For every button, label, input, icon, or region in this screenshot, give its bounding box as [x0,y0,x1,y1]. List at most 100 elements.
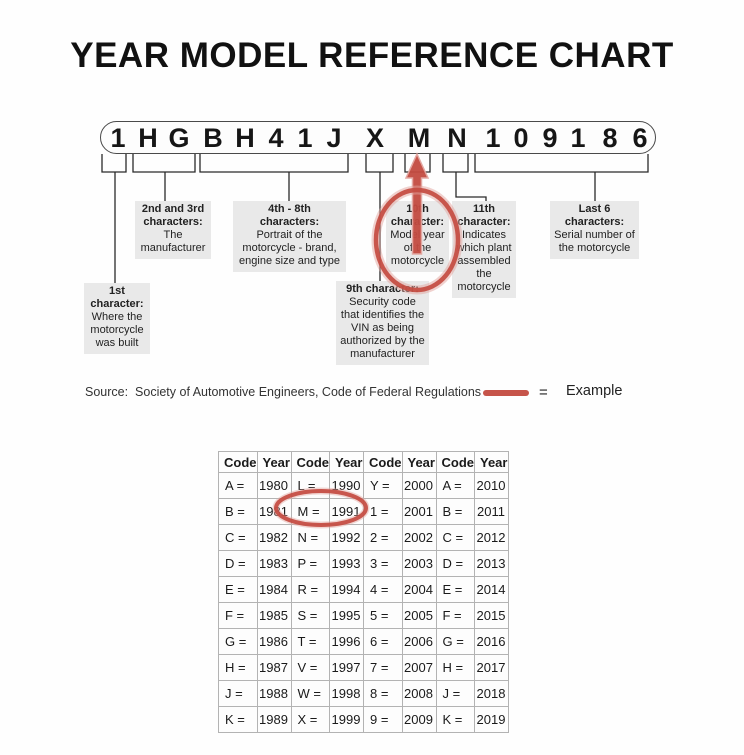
table-row: D = 1983 P = 1993 3 = 2003 D = 2013 [218,550,509,577]
bracket-2nd-3rd-chars [132,154,196,173]
callout-body: Where the motorcycle was built [90,311,144,349]
vin-char-12: 1 [485,123,501,153]
table-row: C = 1982 N = 1992 2 = 2002 C = 2012 [218,524,509,551]
callout-last-6-characters: Last 6 characters: Serial number of the … [550,201,639,259]
source-text: Source: Society of Automotive Engineers,… [85,385,482,399]
table-cell: 2003 [401,550,437,577]
table-cell: G = [435,628,475,655]
table-cell: 1984 [256,576,292,603]
table-cell: 1980 [256,472,292,499]
table-cell: 2011 [474,498,509,525]
table-cell: P = [290,550,330,577]
table-cell: H = [435,654,475,681]
table-header-cell: Code [363,451,403,473]
callout-9th-character: 9th character: Security code that identi… [336,281,429,365]
page-title: YEAR MODEL REFERENCE CHART [70,36,674,75]
vin-char-17: 6 [632,123,648,153]
table-header-cell: Code [290,451,330,473]
callout-2nd-3rd-characters: 2nd and 3rd characters: The manufacturer [135,201,211,259]
legend-equals-sign: = [539,384,548,401]
table-cell: E = [218,576,258,603]
table-cell: H = [218,654,258,681]
table-cell: J = [218,680,258,707]
legend-example-label: Example [566,383,623,399]
table-cell: 2010 [474,472,509,499]
table-cell: 2009 [401,706,437,733]
table-header-cell: Year [256,451,292,473]
vin-char-7: 1 [297,123,313,153]
vin-char-2: H [138,123,158,153]
table-cell: 1992 [329,524,364,551]
table-cell: 1989 [256,706,292,733]
table-cell: S = [290,602,330,629]
vin-char-8: J [326,123,342,153]
table-row: K = 1989 X = 1999 9 = 2009 K = 2019 [218,706,509,733]
table-header-cell: Code [435,451,475,473]
vin-char-14: 9 [542,123,558,153]
table-cell: 2005 [401,602,437,629]
vin-char-13: 0 [513,123,529,153]
table-cell: M = [290,498,330,525]
table-header-cell: Code [218,451,258,473]
table-cell: 3 = [363,550,403,577]
vin-char-9: X [365,123,384,153]
table-cell: 1985 [256,602,292,629]
table-header-row: Code Year Code Year Code Year Code Year [218,451,509,473]
table-cell: 1997 [329,654,364,681]
table-cell: K = [218,706,258,733]
table-cell: 2001 [401,498,437,525]
bracket-9th-char [365,154,394,173]
table-cell: 9 = [363,706,403,733]
table-cell: 2004 [401,576,437,603]
vin-char-4: B [203,123,223,153]
table-row: H = 1987 V = 1997 7 = 2007 H = 2017 [218,654,509,681]
table-row: J = 1988 W = 1998 8 = 2008 J = 2018 [218,680,509,707]
table-cell: 2007 [401,654,437,681]
table-cell: 8 = [363,680,403,707]
table-cell: 1998 [329,680,364,707]
callout-1st-character: 1st character: Where the motorcycle was … [84,283,150,354]
table-cell: B = [435,498,475,525]
table-cell: W = [290,680,330,707]
callout-body: The manufacturer [140,229,206,254]
table-cell: 2018 [474,680,509,707]
table-cell: J = [435,680,475,707]
table-cell: 7 = [363,654,403,681]
callout-body: Model year of the motorcycle [390,229,445,267]
table-cell: 1983 [256,550,292,577]
callout-body: Indicates which plant assembled the moto… [456,229,512,293]
table-cell: V = [290,654,330,681]
table-cell: 2017 [474,654,509,681]
table-cell: 1994 [329,576,364,603]
table-cell: 2019 [474,706,509,733]
table-header-cell: Year [474,451,509,473]
vin-box [100,121,656,154]
callout-heading: 2nd and 3rd characters: [141,203,205,228]
table-cell: 2012 [474,524,509,551]
vin-char-6: 4 [268,123,284,153]
table-cell: 4 = [363,576,403,603]
vin-char-3: G [168,123,190,153]
callout-body: Security code that identifies the VIN as… [340,296,425,360]
table-cell: 1999 [329,706,364,733]
callout-heading: 1st character: [90,285,144,310]
table-row: F = 1985 S = 1995 5 = 2005 F = 2015 [218,602,509,629]
table-cell: 2015 [474,602,509,629]
table-cell: 1993 [329,550,364,577]
table-cell: X = [290,706,330,733]
callout-heading: Last 6 characters: [564,203,625,228]
vin-char-11: N [447,123,467,153]
table-cell: A = [435,472,475,499]
callout-body: Portrait of the motorcycle - brand, engi… [239,229,340,267]
table-cell: 1981 [256,498,292,525]
vin-char-10: M [407,123,431,153]
table-cell: 2013 [474,550,509,577]
connector-11th-char [455,172,487,201]
table-cell: 1995 [329,602,364,629]
table-row: B = 1981 M = 1991 1 = 2001 B = 2011 [218,498,509,525]
callout-heading: 4th - 8th characters: [259,203,320,228]
table-cell: 1990 [329,472,364,499]
table-cell: L = [290,472,330,499]
vin-char-16: 8 [602,123,618,153]
